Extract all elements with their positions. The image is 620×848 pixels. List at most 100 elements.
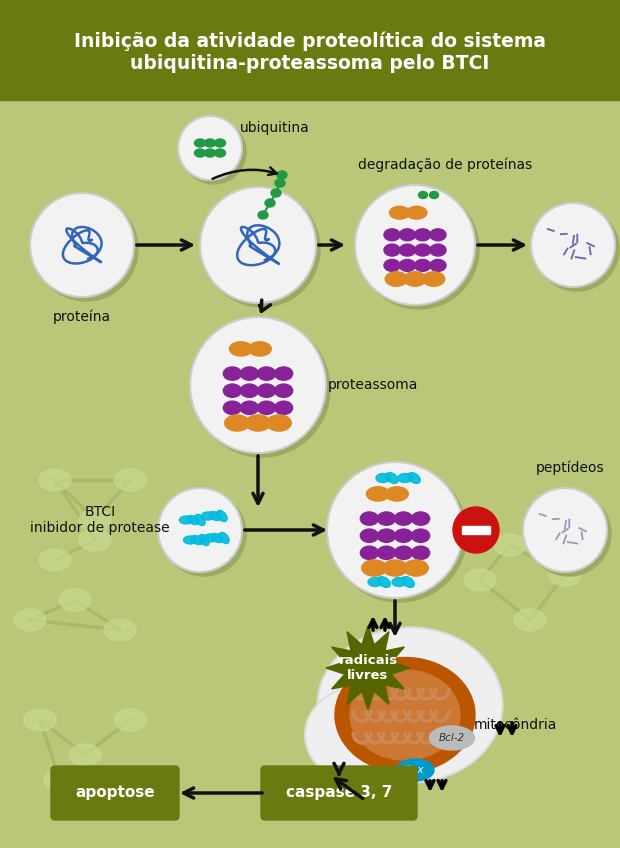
Ellipse shape	[249, 342, 272, 356]
Ellipse shape	[378, 529, 396, 543]
Text: degradação de proteínas: degradação de proteínas	[358, 158, 532, 172]
Ellipse shape	[383, 560, 407, 576]
Circle shape	[162, 492, 246, 576]
Ellipse shape	[384, 259, 400, 271]
Text: ubiquitina: ubiquitina	[240, 121, 310, 135]
Ellipse shape	[114, 469, 146, 491]
FancyBboxPatch shape	[261, 766, 417, 820]
Ellipse shape	[258, 211, 268, 219]
Ellipse shape	[219, 533, 229, 544]
Polygon shape	[326, 626, 410, 710]
Text: proteína: proteína	[53, 310, 111, 325]
Ellipse shape	[275, 401, 293, 415]
Ellipse shape	[494, 534, 526, 556]
Ellipse shape	[275, 384, 293, 398]
Text: peptídeos: peptídeos	[536, 460, 604, 475]
Ellipse shape	[104, 619, 136, 641]
Ellipse shape	[335, 657, 475, 773]
Ellipse shape	[205, 149, 216, 157]
Ellipse shape	[275, 367, 293, 380]
Ellipse shape	[360, 529, 378, 543]
Circle shape	[30, 193, 134, 297]
Ellipse shape	[408, 472, 420, 483]
Ellipse shape	[305, 685, 425, 785]
Ellipse shape	[360, 546, 378, 560]
Text: Bcl-2: Bcl-2	[439, 733, 465, 743]
Circle shape	[34, 197, 138, 301]
Circle shape	[327, 462, 463, 598]
Ellipse shape	[392, 577, 406, 587]
Text: proteassoma: proteassoma	[328, 378, 418, 392]
Ellipse shape	[396, 759, 434, 781]
Ellipse shape	[404, 271, 426, 287]
Ellipse shape	[423, 271, 445, 287]
Text: caspase 3, 7: caspase 3, 7	[286, 785, 392, 801]
Circle shape	[331, 466, 467, 602]
Ellipse shape	[412, 529, 430, 543]
Ellipse shape	[59, 589, 91, 611]
Circle shape	[531, 203, 615, 287]
Ellipse shape	[246, 415, 270, 431]
Ellipse shape	[79, 529, 111, 551]
Ellipse shape	[277, 171, 287, 179]
Ellipse shape	[378, 512, 396, 525]
Circle shape	[453, 507, 499, 553]
FancyBboxPatch shape	[51, 766, 179, 820]
Circle shape	[182, 120, 246, 184]
Ellipse shape	[39, 469, 71, 491]
Text: BTCI
inibidor de protease: BTCI inibidor de protease	[30, 505, 170, 535]
Ellipse shape	[394, 546, 412, 560]
Ellipse shape	[412, 512, 430, 525]
Ellipse shape	[368, 577, 382, 587]
Ellipse shape	[385, 271, 407, 287]
Ellipse shape	[386, 472, 398, 483]
Ellipse shape	[217, 510, 227, 522]
Ellipse shape	[402, 577, 414, 588]
Ellipse shape	[44, 769, 76, 791]
Ellipse shape	[378, 546, 396, 560]
Ellipse shape	[180, 516, 192, 524]
Circle shape	[158, 488, 242, 572]
Ellipse shape	[257, 384, 275, 398]
Ellipse shape	[430, 229, 446, 241]
Ellipse shape	[399, 244, 415, 256]
Ellipse shape	[114, 709, 146, 731]
Ellipse shape	[215, 149, 226, 157]
Ellipse shape	[389, 206, 410, 219]
Ellipse shape	[84, 779, 116, 801]
Ellipse shape	[430, 259, 446, 271]
Ellipse shape	[187, 516, 199, 525]
Ellipse shape	[191, 535, 203, 544]
Ellipse shape	[384, 244, 400, 256]
Ellipse shape	[360, 512, 378, 525]
Ellipse shape	[366, 487, 389, 501]
Ellipse shape	[415, 229, 431, 241]
Ellipse shape	[317, 628, 502, 783]
Circle shape	[178, 116, 242, 180]
Ellipse shape	[265, 199, 275, 207]
Circle shape	[527, 492, 611, 576]
Ellipse shape	[229, 342, 252, 356]
Ellipse shape	[79, 509, 111, 531]
Ellipse shape	[257, 367, 275, 380]
Ellipse shape	[514, 609, 546, 631]
Ellipse shape	[384, 229, 400, 241]
Ellipse shape	[430, 726, 474, 750]
Ellipse shape	[267, 415, 291, 431]
Ellipse shape	[430, 192, 438, 198]
Ellipse shape	[386, 487, 409, 501]
Ellipse shape	[394, 512, 412, 525]
Text: mitocôndria: mitocôndria	[473, 718, 557, 732]
Text: Bax: Bax	[405, 765, 425, 775]
Ellipse shape	[241, 384, 259, 398]
Ellipse shape	[430, 244, 446, 256]
Circle shape	[359, 189, 479, 309]
Ellipse shape	[199, 534, 209, 545]
Ellipse shape	[195, 149, 205, 157]
Ellipse shape	[202, 512, 215, 520]
Text: Inibição da atividade proteolítica do sistema
ubiquitina-proteassoma pelo BTCI: Inibição da atividade proteolítica do si…	[74, 31, 546, 73]
Circle shape	[194, 321, 330, 457]
Ellipse shape	[211, 533, 223, 543]
Ellipse shape	[39, 549, 71, 571]
Ellipse shape	[223, 401, 241, 415]
